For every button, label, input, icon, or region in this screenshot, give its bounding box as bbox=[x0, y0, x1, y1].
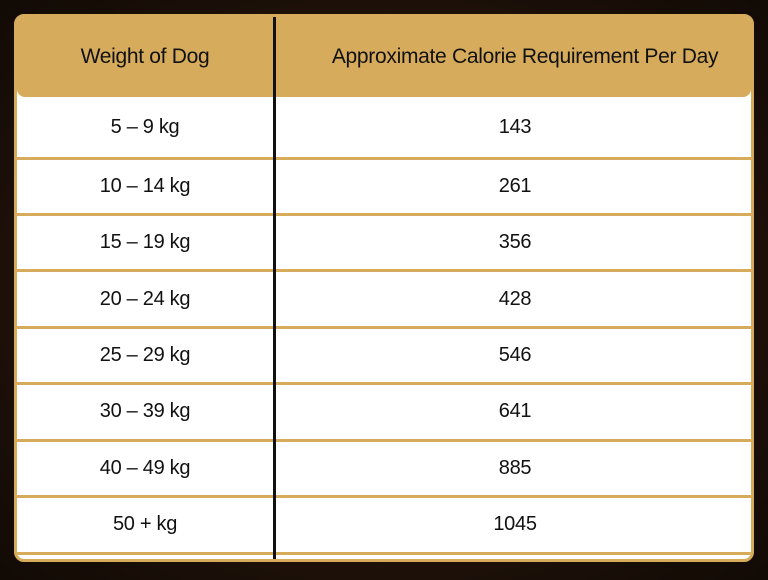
calorie-cell: 641 bbox=[498, 400, 532, 423]
weight-cell: 30 – 39 kg bbox=[99, 400, 191, 423]
row-separator bbox=[17, 382, 751, 386]
calorie-cell: 356 bbox=[498, 231, 532, 254]
weight-cell: 40 – 49 kg bbox=[99, 456, 191, 479]
calorie-cell: 885 bbox=[498, 456, 532, 479]
weight-cell: 5 – 9 kg bbox=[110, 116, 180, 138]
calorie-cell: 143 bbox=[498, 116, 532, 138]
row-separator bbox=[17, 551, 751, 555]
calorie-cell: 261 bbox=[498, 174, 532, 197]
weight-cell: 10 – 14 kg bbox=[99, 174, 191, 197]
row-separator bbox=[17, 495, 751, 499]
weight-cell: 15 – 19 kg bbox=[99, 231, 191, 254]
row-separator bbox=[17, 325, 751, 329]
weight-cell: 25 – 29 kg bbox=[99, 343, 191, 366]
column-divider bbox=[273, 17, 276, 559]
table-header: Weight of Dog Approximate Calorie Requir… bbox=[17, 17, 751, 97]
row-separator bbox=[17, 156, 751, 160]
calorie-cell: 428 bbox=[498, 287, 532, 310]
row-separator bbox=[17, 269, 751, 273]
calorie-cell: 1045 bbox=[493, 513, 537, 536]
calorie-cell: 546 bbox=[498, 343, 532, 366]
header-cell: Weight of Dog bbox=[80, 45, 210, 68]
weight-cell: 20 – 24 kg bbox=[99, 287, 191, 310]
row-separator bbox=[17, 212, 751, 216]
weight-cell: 50 + kg bbox=[112, 513, 178, 536]
row-separator bbox=[17, 438, 751, 442]
table: Weight of Dog Approximate Calorie Requir… bbox=[14, 14, 754, 562]
header-cell: Approximate Calorie Requirement Per Day bbox=[331, 45, 719, 68]
